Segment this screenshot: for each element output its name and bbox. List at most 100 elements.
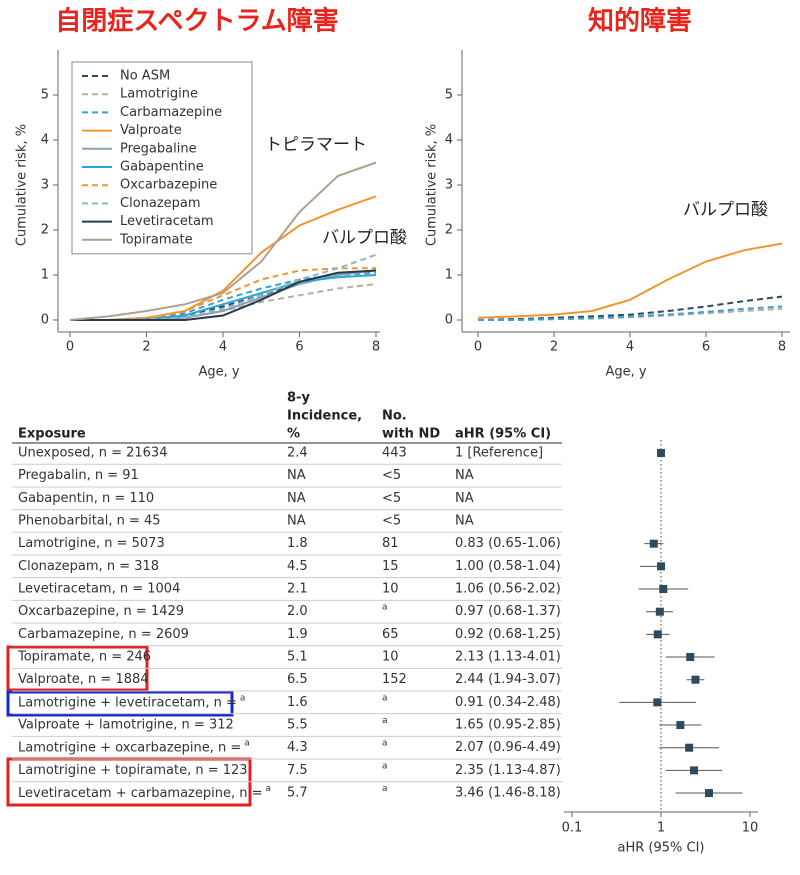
hr-marker [657,449,665,457]
table-cell: a [382,602,388,612]
x-tick-label: 0 [66,340,74,355]
table-cell: a [382,784,388,794]
table-cell: 443 [382,446,407,461]
hr-marker [653,630,662,639]
line-series [70,271,377,321]
x-tick-label: 8 [372,340,380,355]
table-cell: 0.97 (0.68-1.37) [455,604,561,619]
hr-marker [659,585,668,594]
table-cell: NA [455,468,474,483]
table-cell: Lamotrigine + topiramate, n = 123 [18,763,248,778]
legend-label: Lamotrigine [120,87,198,102]
x-axis-label: Age, y [198,365,239,380]
hr-marker [690,766,699,775]
legend-label: Oxcarbazepine [120,178,217,193]
table-cell: 1 [Reference] [455,446,543,461]
table-cell: 5.7 [287,786,308,801]
y-tick-label: 0 [41,313,49,328]
table-cell: Oxcarbazepine, n = 1429 [18,604,184,619]
table-cell: 0.91 (0.34-2.48) [455,695,561,710]
column-header: 8-y [287,391,310,406]
superscript: a [240,693,246,703]
superscript: a [382,784,388,794]
table-cell: 5.5 [287,718,308,733]
line-series [70,269,377,321]
table-cell: 1.00 (0.58-1.04) [455,559,561,574]
cell-text: Levetiracetam + carbamazepine, n = [18,786,263,801]
table-cell: 81 [382,536,399,551]
line-series [478,305,783,321]
legend-label: Carbamazepine [120,105,222,120]
table-cell: 15 [382,559,399,574]
table-cell: 7.5 [287,763,308,778]
table-cell: NA [287,491,306,506]
table-cell: Phenobarbital, n = 45 [18,514,161,529]
x-tick-label: 8 [778,340,786,355]
chart-title: 自閉症スペクトラム障害 [55,6,338,37]
y-tick-label: 4 [41,133,49,148]
table-cell: Lamotrigine + levetiracetam, n = a [18,693,245,710]
x-axis-label: Age, y [605,365,646,380]
y-tick-label: 5 [41,88,49,103]
legend-label: Gabapentine [120,160,204,175]
x-tick-label: 6 [702,340,710,355]
legend-label: Pregabaline [120,141,197,156]
table-cell: 1.8 [287,536,308,551]
table-cell: 2.35 (1.13-4.87) [455,763,561,778]
x-tick-label: 6 [295,340,303,355]
table-cell: Lamotrigine + oxcarbazepine, n = a [18,738,250,755]
legend-label: Levetiracetam [120,214,214,229]
x-tick-label: 1 [657,821,665,836]
table-cell: 2.44 (1.94-3.07) [455,672,561,687]
table-cell: 2.07 (0.96-4.49) [455,740,561,755]
table-cell: Carbamazepine, n = 2609 [18,627,189,642]
table-cell: Valproate + lamotrigine, n = 312 [18,718,234,733]
legend-label: Topiramate [119,232,193,247]
superscript: a [266,784,272,794]
table-cell: 5.1 [287,650,308,665]
x-tick-label: 2 [550,340,558,355]
y-axis-label: Cumulative risk, % [15,124,30,246]
table-cell: <5 [382,491,401,506]
table-cell: <5 [382,468,401,483]
table-cell: 3.46 (1.46-8.18) [455,786,561,801]
x-axis-label: aHR (95% CI) [618,841,705,856]
y-tick-label: 3 [41,178,49,193]
table-cell: 1.06 (0.56-2.02) [455,582,561,597]
table-cell: 2.13 (1.13-4.01) [455,650,561,665]
table-cell: 4.3 [287,740,308,755]
table-cell: 0.92 (0.68-1.25) [455,627,561,642]
x-tick-label: 0.1 [562,821,583,836]
table-cell: 152 [382,672,407,687]
line-series [70,274,377,321]
hr-marker [657,562,665,571]
table-cell: 2.1 [287,582,308,597]
table-cell: 6.5 [287,672,308,687]
table-cell: a [382,693,388,703]
table-cell: 10 [382,582,399,597]
table-cell: 2.4 [287,446,308,461]
hr-marker [653,698,662,707]
y-tick-label: 0 [445,313,453,328]
table-cell: NA [455,491,474,506]
y-tick-label: 3 [445,178,453,193]
line-series [477,295,783,321]
hr-marker [649,539,658,548]
hr-marker [685,743,694,752]
table-cell: a [382,738,388,748]
table-cell: NA [287,468,306,483]
line-series [69,161,377,321]
annotation: バルプロ酸 [683,200,768,220]
annotation: トピラマート [265,135,367,155]
legend-label: Valproate [120,123,182,138]
legend-label: Clonazepam [120,196,201,211]
table-cell: 2.0 [287,604,308,619]
cell-text: Lamotrigine + levetiracetam, n = [18,695,237,710]
column-header: Incidence, [287,409,362,424]
y-axis-label: Cumulative risk, % [425,124,440,246]
table-cell: Unexposed, n = 21634 [18,446,167,461]
hr-marker [676,721,685,730]
table-cell: NA [455,514,474,529]
table-cell: 1.6 [287,695,308,710]
